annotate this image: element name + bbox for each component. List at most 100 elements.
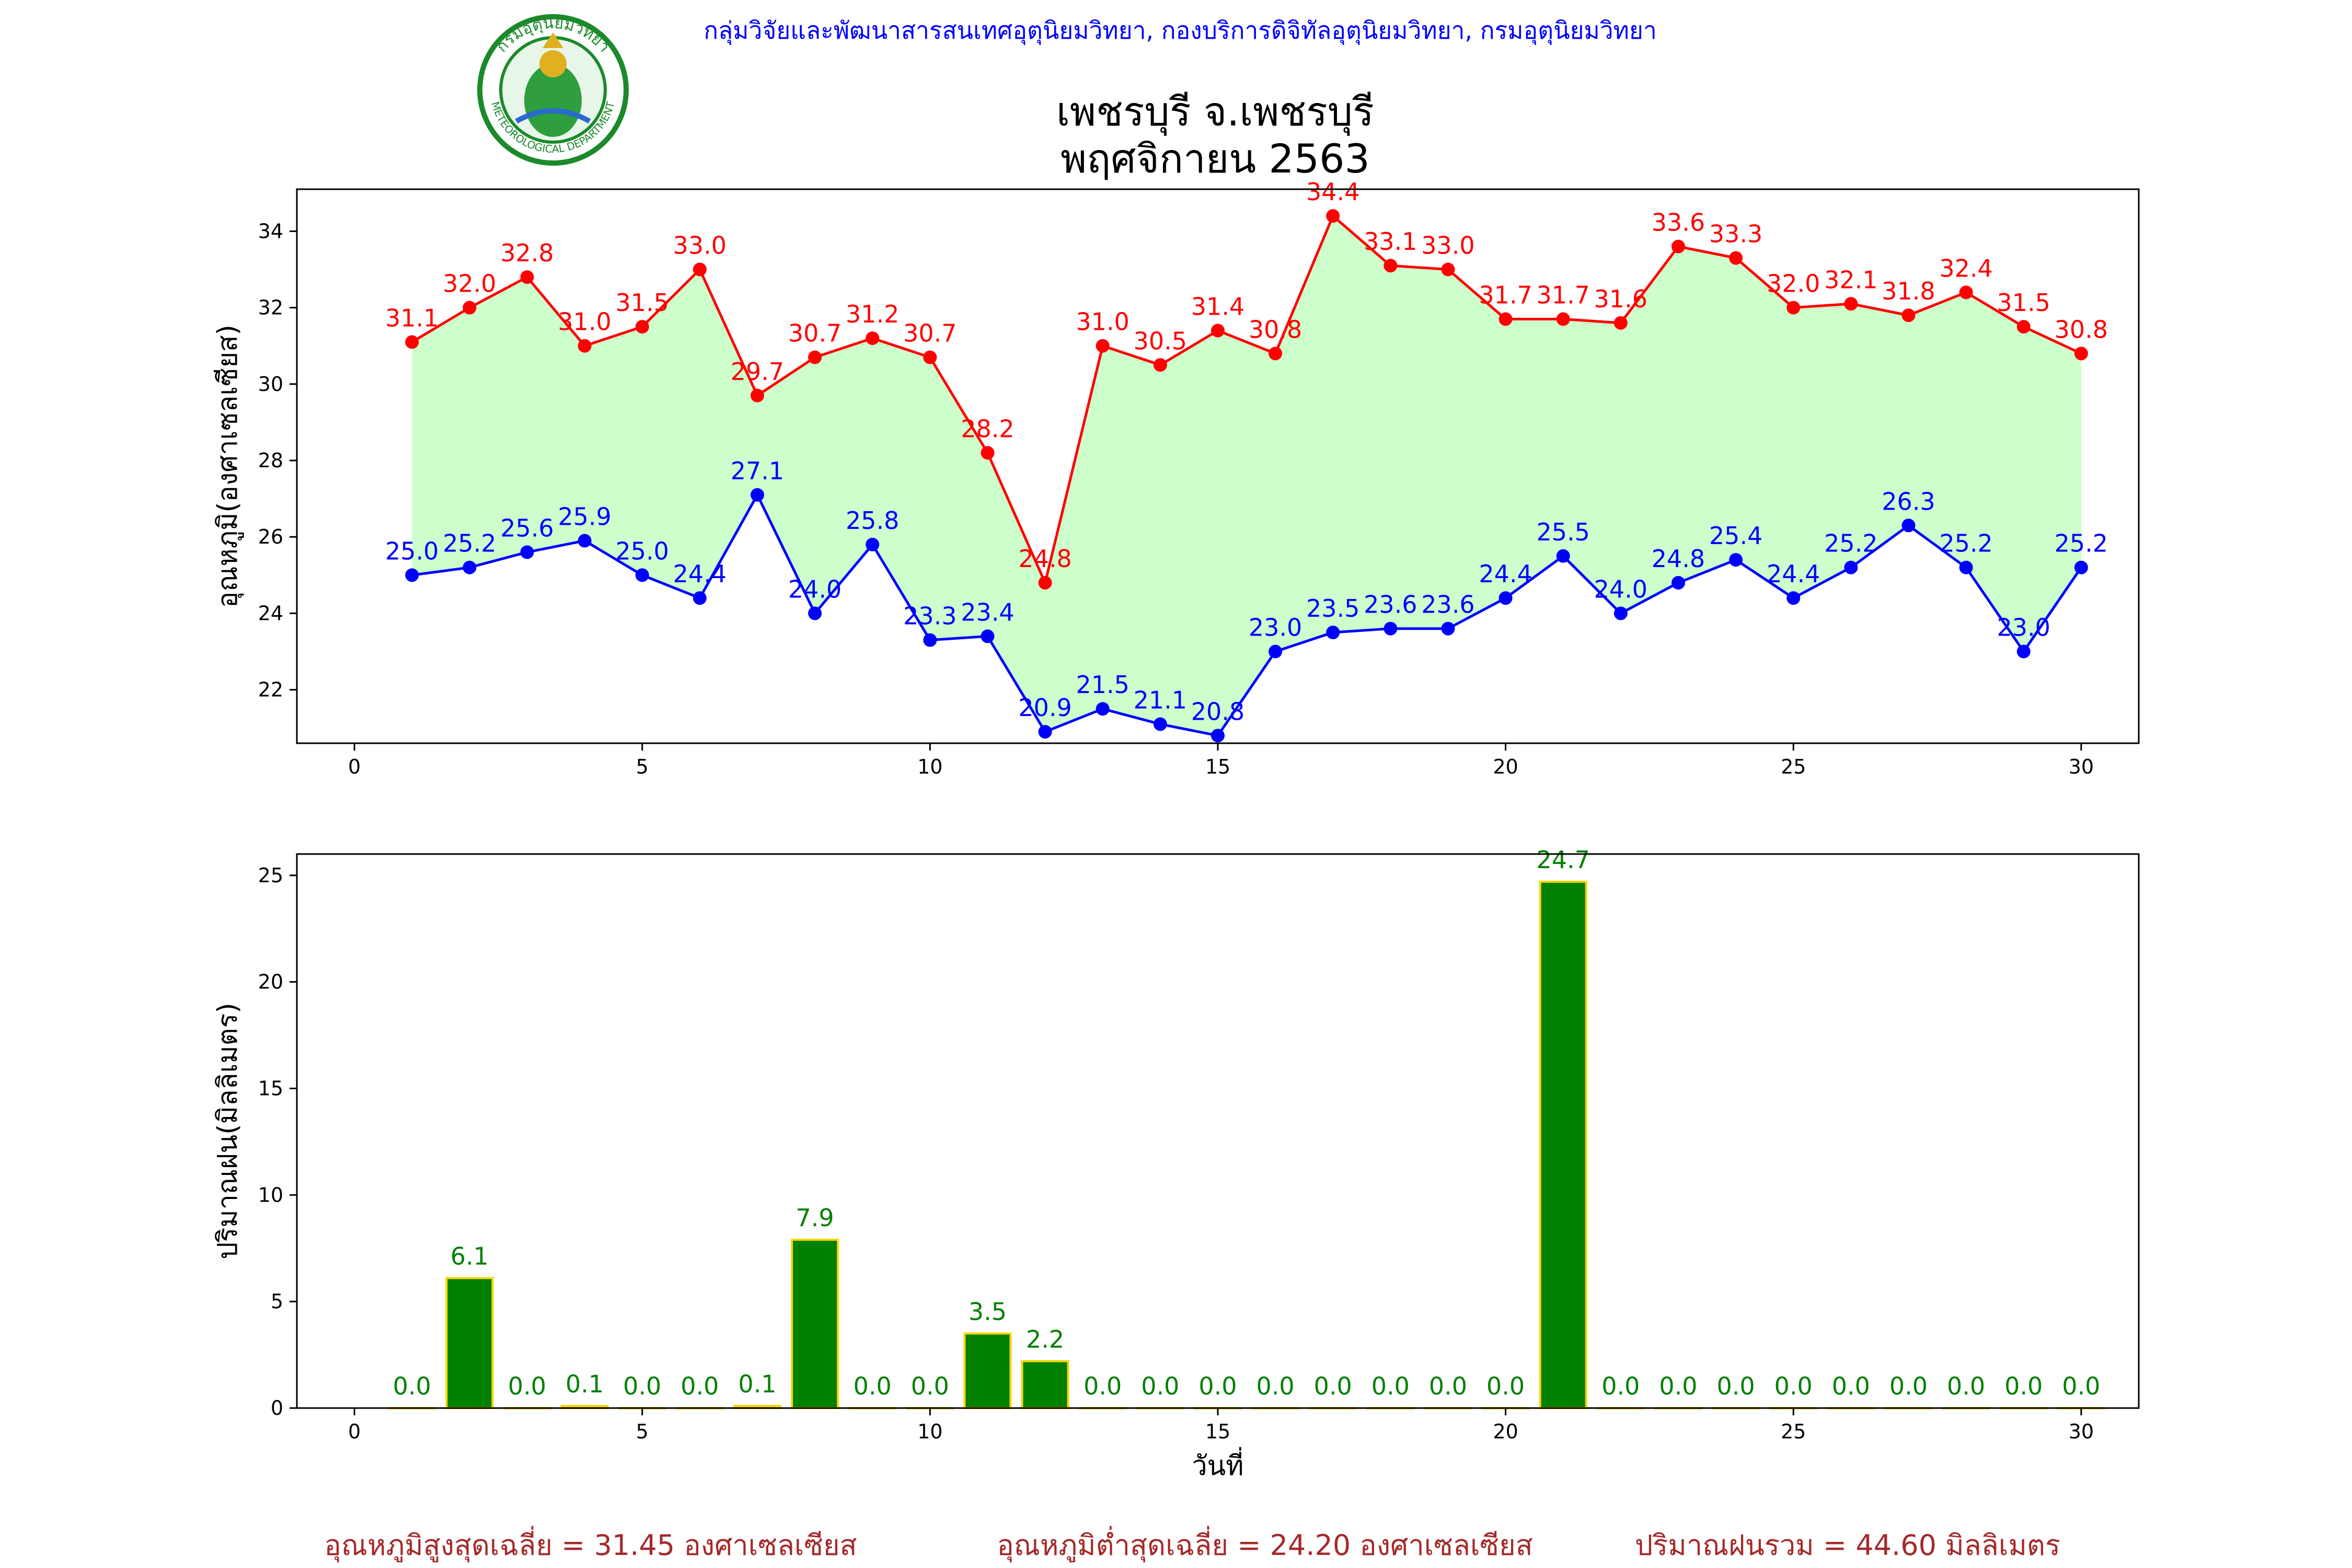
max-temp-point	[808, 350, 822, 364]
max-temp-point	[1671, 239, 1685, 253]
min-temp-value-label: 25.2	[1824, 529, 1877, 558]
max-temp-value-label: 31.4	[1191, 292, 1244, 320]
min-temp-value-label: 27.1	[731, 457, 784, 485]
min-temp-point	[1844, 560, 1858, 574]
agency-header: กลุ่มวิจัยและพัฒนาสารสนเทศอุตุนิยมวิทยา,…	[704, 16, 1657, 45]
min-temp-value-label: 23.6	[1421, 591, 1474, 619]
rain-ytick-label: 5	[271, 1290, 283, 1313]
min-temp-point	[981, 629, 995, 643]
temperature-chart: 31.132.032.831.031.533.029.730.731.230.7…	[212, 178, 2140, 778]
temp-xtick-label: 30	[2069, 755, 2094, 778]
temp-ytick-label: 32	[258, 296, 283, 319]
rain-value-label: 2.2	[1026, 1325, 1064, 1353]
max-temp-point	[751, 388, 764, 402]
min-temp-value-label: 25.6	[500, 514, 554, 542]
max-temp-value-label: 29.7	[731, 358, 784, 386]
temp-ytick-label: 24	[258, 602, 283, 625]
min-temp-value-label: 25.2	[2055, 529, 2108, 558]
max-temp-point	[1844, 297, 1858, 311]
min-temp-value-label: 26.3	[1882, 487, 1935, 515]
max-temp-point	[1153, 358, 1167, 372]
summary-avg-max: อุณหภูมิสูงสุดเฉลี่ย = 31.45 องศาเซลเซีย…	[324, 1526, 857, 1563]
tmd-logo: กรมอุตุนิยมวิทยา METEOROLOGICAL DEPARTME…	[477, 14, 629, 166]
rain-value-label: 0.0	[623, 1372, 661, 1400]
rain-value-label: 0.0	[393, 1372, 431, 1400]
max-temp-value-label: 31.0	[558, 308, 611, 336]
min-temp-value-label: 23.0	[1997, 614, 2050, 642]
temp-ytick-label: 26	[258, 525, 283, 548]
max-temp-value-label: 32.0	[1767, 270, 1820, 298]
min-temp-point	[1441, 621, 1455, 636]
max-temp-value-label: 33.6	[1652, 209, 1705, 237]
temp-ytick-label: 30	[258, 373, 283, 396]
max-temp-point	[1038, 575, 1052, 590]
min-temp-value-label: 20.9	[1018, 694, 1071, 722]
max-temp-point	[635, 320, 649, 334]
max-temp-point	[693, 262, 707, 276]
rain-value-label: 6.1	[451, 1242, 489, 1270]
max-temp-point	[1556, 312, 1570, 326]
max-temp-point	[520, 270, 534, 284]
min-temp-value-label: 23.5	[1306, 594, 1359, 622]
min-temp-value-label: 24.8	[1652, 545, 1705, 573]
rain-value-label: 0.0	[1141, 1372, 1179, 1400]
rain-ytick-label: 10	[258, 1183, 283, 1206]
min-temp-point	[1901, 518, 1916, 533]
max-temp-value-label: 31.0	[1076, 308, 1129, 336]
min-temp-point	[1326, 626, 1340, 639]
max-temp-value-label: 24.8	[1018, 545, 1071, 573]
max-temp-point	[1441, 262, 1455, 276]
min-temp-value-label: 25.4	[1709, 522, 1762, 550]
rain-ytick-label: 20	[258, 971, 283, 994]
rain-xtick-label: 5	[636, 1420, 649, 1443]
rain-bar	[445, 1277, 494, 1409]
rain-value-label: 0.0	[1371, 1372, 1410, 1400]
min-temp-point	[2074, 560, 2088, 574]
max-temp-value-label: 33.1	[1364, 227, 1417, 256]
rain-xtick-label: 25	[1781, 1420, 1806, 1443]
rain-bar	[1539, 881, 1587, 1409]
min-temp-point	[1383, 621, 1398, 636]
rain-frame	[296, 853, 2140, 1409]
rain-ytick-label: 0	[271, 1397, 283, 1420]
rain-ytick-label: 15	[258, 1077, 283, 1100]
max-temp-value-label: 31.2	[846, 300, 899, 328]
max-temp-value-label: 33.0	[1421, 232, 1474, 260]
rain-value-label: 0.0	[1774, 1372, 1813, 1400]
rain-value-label: 0.0	[1601, 1372, 1640, 1400]
temp-xtick-label: 0	[348, 755, 361, 778]
min-temp-point	[1786, 591, 1801, 605]
rain-value-label: 0.0	[1198, 1372, 1237, 1400]
max-temp-point	[1096, 339, 1110, 353]
rain-value-label: 0.1	[738, 1370, 776, 1398]
rainfall-chart: 0.0 6.1 0.0 0.1 0.0 0.0 0.1 7.9 0.0 0.0 3.5 2.2 0.0 0…	[212, 846, 2140, 1482]
max-temp-value-label: 30.8	[2055, 315, 2108, 343]
max-temp-value-label: 31.5	[1997, 289, 2050, 317]
max-temp-point	[923, 350, 937, 364]
rain-value-label: 0.0	[1314, 1372, 1352, 1400]
min-temp-value-label: 25.2	[443, 529, 496, 558]
temp-xtick-label: 20	[1493, 755, 1518, 778]
max-temp-line	[411, 214, 2082, 587]
max-temp-value-label: 33.0	[673, 232, 727, 260]
min-temp-point	[923, 633, 937, 647]
rain-ylabel: ปริมาณฝน(มิลลิเมตร)	[212, 1002, 244, 1259]
max-temp-value-label: 32.0	[443, 270, 496, 298]
max-temp-point	[463, 301, 477, 315]
min-temp-point	[1096, 702, 1110, 716]
rain-xtick-label: 0	[348, 1420, 361, 1443]
temp-xtick-label: 25	[1781, 755, 1806, 778]
rain-value-label: 0.1	[566, 1370, 604, 1398]
max-temp-point	[1613, 316, 1628, 330]
rain-value-label: 0.0	[1486, 1372, 1525, 1400]
rain-value-label: 7.9	[796, 1204, 834, 1232]
rain-value-label: 24.7	[1537, 846, 1590, 874]
rain-value-label: 0.0	[854, 1372, 892, 1400]
min-temp-point	[1038, 725, 1052, 739]
min-temp-value-label: 25.8	[846, 506, 899, 535]
max-temp-point	[981, 446, 995, 460]
max-temp-point	[1729, 251, 1743, 265]
max-temp-point	[1786, 301, 1801, 315]
max-temp-point	[866, 331, 880, 345]
min-temp-point	[1613, 606, 1628, 620]
